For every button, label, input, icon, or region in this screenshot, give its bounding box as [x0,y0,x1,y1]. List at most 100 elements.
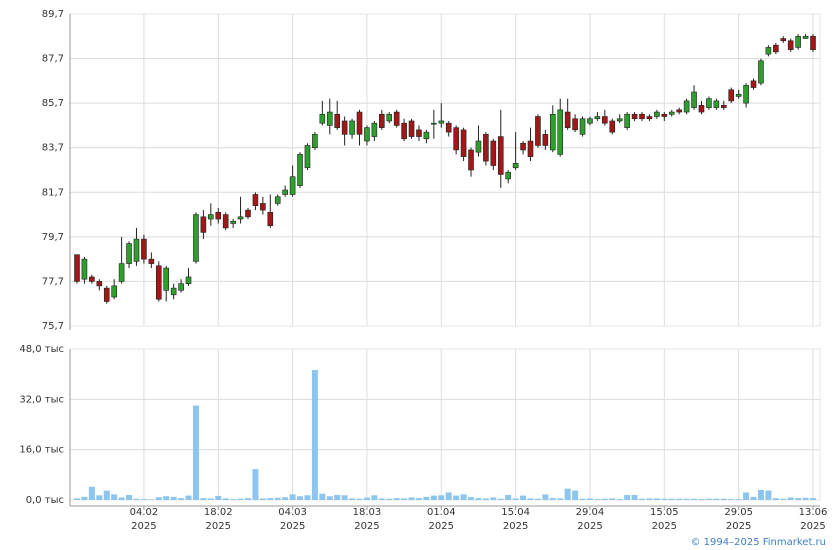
candle-body [222,214,229,229]
candle-body [587,118,593,124]
candle-body [379,113,385,128]
volume-bar [720,498,727,500]
y-tick-label: 85,7 [42,98,64,109]
candle-body [133,238,140,262]
candle-body [178,283,184,291]
candle-body [74,254,80,282]
volume-bar [393,498,400,500]
volume-bar [207,498,214,500]
volume-bar [378,498,385,500]
volume-bar [646,498,653,500]
volume-bar [356,498,363,500]
candle-body [200,216,207,233]
volume-bar [534,498,541,500]
watermark: © 1994–2025 Finmarket.ru [690,537,826,548]
volume-bar [326,496,333,500]
candle-body [96,281,103,287]
volume-bar [430,495,437,500]
candle-body [802,35,809,39]
candle-body [661,113,668,117]
volume-bar [482,498,489,500]
volume-bar [259,498,266,500]
candle-body [490,140,497,166]
volume-bar [192,405,199,500]
volume-bar [267,498,274,500]
volume-bar [616,499,623,500]
candle-body [260,203,266,211]
candle-body [720,105,727,108]
volume-bar [757,489,764,500]
volume-bar [713,498,720,500]
candle-body [208,214,214,220]
candle-body [564,111,571,128]
candle-body [542,134,549,146]
volume-bar [497,498,504,500]
candle-body [713,100,720,108]
candle-body [765,47,772,55]
x-tick-year: 2025 [429,521,454,532]
volume-bar [74,498,80,500]
volume-bar [401,498,408,500]
volume-bar [304,495,311,500]
candle-body [111,285,117,298]
volume-bar [750,496,757,500]
candle-body [408,120,415,137]
volume-bar [133,498,140,500]
volume-bar [415,498,422,500]
volume-bar [468,497,475,500]
volume-bar [698,499,705,500]
candle-body [735,93,742,97]
price-panel [69,13,821,327]
volume-bar [88,486,95,500]
volume-bar [230,499,237,500]
volume-bar [520,495,527,500]
volume-bar [586,498,593,500]
candle-body [512,163,519,169]
volume-bar [185,495,192,500]
volume-bar [772,498,779,500]
x-tick-label: 01.04 [427,507,456,518]
candle-body [497,136,504,175]
volume-bar [81,496,88,500]
candle-body [416,129,422,137]
candle-body [312,134,318,149]
candle-body [773,44,779,53]
x-tick-year: 2025 [800,521,825,532]
volume-bar [96,495,103,500]
volume-bar [601,498,608,500]
candle-body [579,118,586,135]
candle-body [215,212,222,220]
volume-bar [118,497,125,500]
candle-body [89,276,95,282]
volume-bar [126,494,133,500]
candle-body [609,120,616,133]
candle-body [334,113,341,128]
volume-bar [505,494,512,500]
volume-bar [289,494,296,500]
candle-body [468,149,474,171]
candle-body [594,116,601,120]
x-tick-label: 29.04 [576,507,605,518]
candle-body [683,100,690,113]
candle-body [274,196,281,204]
volume-bar [542,494,549,500]
candle-body [326,111,333,126]
volume-bar [735,499,742,500]
candle-body [616,118,623,122]
candle-body [483,134,489,162]
candle-body [371,122,378,137]
volume-bar [148,499,155,500]
volume-bar [653,498,660,500]
volume-bar [282,497,289,500]
y-tick-label: 77,7 [42,276,64,287]
volume-bar [765,490,772,500]
volume-bar [334,494,341,500]
volume-bar [705,498,712,500]
volume-tick-label: 32,0 тыс [19,394,64,405]
volume-bar [661,498,668,500]
x-tick-label: 29.05 [724,507,753,518]
candle-body [535,116,541,146]
volume-panel [69,348,821,501]
volume-bar [579,498,586,500]
